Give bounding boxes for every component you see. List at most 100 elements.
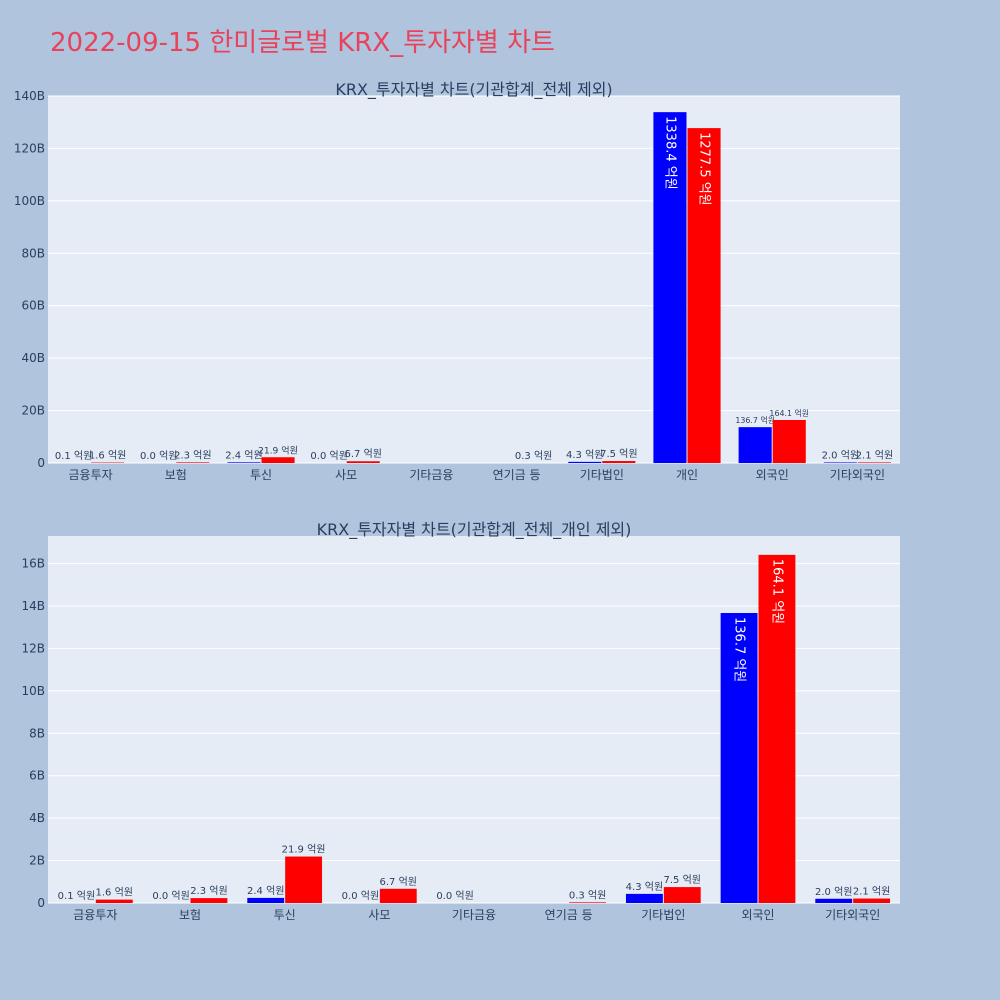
x-tick-label: 보험 <box>165 468 187 482</box>
bar <box>687 128 721 464</box>
bar <box>569 902 607 903</box>
y-tick-label: 0 <box>37 896 45 910</box>
data-label: 0.0 억원 <box>140 450 177 462</box>
plot-area <box>48 536 900 903</box>
data-label: 0.1 억원 <box>55 450 92 462</box>
x-tick-label: 보험 <box>179 908 201 922</box>
data-label: 1.6 억원 <box>96 887 133 899</box>
x-tick-label: 외국인 <box>741 908 774 922</box>
chart-title: KRX_투자자별 차트(기관합계_전체_개인 제외) <box>317 520 632 540</box>
bar <box>758 554 796 903</box>
bar <box>772 419 806 463</box>
x-tick-label: 기타금융 <box>409 468 453 482</box>
y-tick-label: 0 <box>37 456 45 470</box>
chart-title: KRX_투자자별 차트(기관합계_전체 제외) <box>335 80 612 100</box>
bar <box>176 462 210 463</box>
data-label: 2.4 억원 <box>225 449 262 461</box>
data-label: 7.5 억원 <box>664 874 701 886</box>
bar <box>379 888 417 903</box>
data-label: 164.1 억원 <box>769 559 784 624</box>
x-tick-label: 기타법인 <box>641 908 685 922</box>
bar <box>625 893 663 903</box>
data-label: 2.3 억원 <box>190 885 227 897</box>
data-label: 136.7 억원 <box>735 415 775 425</box>
bar <box>738 427 772 463</box>
bar <box>346 461 380 463</box>
data-label: 0.0 억원 <box>436 890 473 902</box>
bar <box>853 898 891 903</box>
data-label: 0.0 억원 <box>310 450 347 462</box>
y-tick-label: 14B <box>21 599 45 613</box>
y-tick-label: 6B <box>29 769 45 783</box>
y-tick-label: 4B <box>29 811 45 825</box>
x-tick-label: 금융투자 <box>73 908 117 922</box>
data-label: 2.0 억원 <box>815 886 852 898</box>
bar <box>720 613 758 903</box>
x-tick-label: 개인 <box>676 468 698 482</box>
y-tick-label: 60B <box>21 299 45 313</box>
data-label: 1338.4 억원 <box>662 116 677 190</box>
data-label: 21.9 억원 <box>282 844 326 856</box>
y-tick-label: 40B <box>21 351 45 365</box>
x-tick-label: 연기금 등 <box>493 468 541 482</box>
y-tick-label: 2B <box>29 854 45 868</box>
y-tick-label: 80B <box>21 246 45 260</box>
data-label: 2.1 억원 <box>856 449 893 461</box>
bar <box>815 898 853 903</box>
x-tick-label: 기타금융 <box>452 908 496 922</box>
chart-1: 0 20B 40B 60B 80B 100B 120B 140B KRX_투자자별 차트(기관합… <box>14 80 900 482</box>
data-label: 136.7 억원 <box>732 617 747 682</box>
bar <box>261 457 295 463</box>
y-tick-label: 8B <box>29 726 45 740</box>
bar <box>227 462 261 463</box>
data-label: 0.1 억원 <box>58 890 95 902</box>
data-label: 2.0 억원 <box>822 449 859 461</box>
data-label: 21.9 억원 <box>258 444 298 456</box>
data-label: 1277.5 억원 <box>697 132 712 206</box>
x-tick-label: 기타외국인 <box>825 908 880 922</box>
data-label: 0.3 억원 <box>515 450 552 462</box>
x-tick-label: 기타외국인 <box>830 468 885 482</box>
data-label: 1.6 억원 <box>89 450 126 462</box>
x-tick-label: 사모 <box>368 908 390 922</box>
y-tick-label: 10B <box>21 684 45 698</box>
bar <box>247 897 285 903</box>
bar <box>190 898 228 903</box>
data-label: 0.3 억원 <box>569 889 606 901</box>
bar <box>823 462 857 463</box>
y-tick-label: 12B <box>21 641 45 655</box>
data-label: 164.1 억원 <box>769 408 809 418</box>
data-label: 4.3 억원 <box>566 449 603 461</box>
y-tick-label: 16B <box>21 557 45 571</box>
bar <box>568 461 602 463</box>
y-tick-label: 140B <box>14 89 45 103</box>
bar <box>95 899 133 903</box>
bar <box>285 856 323 903</box>
x-tick-label: 연기금 등 <box>545 908 593 922</box>
x-tick-label: 금융투자 <box>69 468 113 482</box>
page-title: 2022-09-15 한미글로벌 KRX_투자자별 차트 <box>50 28 555 58</box>
data-label: 4.3 억원 <box>626 881 663 893</box>
bar <box>663 887 701 903</box>
x-tick-label: 외국인 <box>756 468 789 482</box>
x-tick-label: 기타법인 <box>580 468 624 482</box>
data-label: 6.7 억원 <box>380 876 417 888</box>
x-tick-label: 사모 <box>335 468 357 482</box>
data-label: 2.1 억원 <box>853 886 890 898</box>
x-tick-label: 투신 <box>250 468 272 482</box>
y-tick-label: 20B <box>21 404 45 418</box>
y-tick-label: 100B <box>14 194 45 208</box>
y-tick-label: 120B <box>14 141 45 155</box>
data-label: 6.7 억원 <box>344 448 381 460</box>
plot-area <box>48 96 900 463</box>
data-label: 7.5 억원 <box>600 448 637 460</box>
bar <box>857 462 891 463</box>
bar <box>602 461 636 463</box>
bar <box>653 112 687 463</box>
data-label: 0.0 억원 <box>152 890 189 902</box>
chart-2: 0 2B 4B 6B 8B 10B 12B 14B 16B KRX_투자자별 차트(기관합계_전체… <box>21 520 900 922</box>
data-label: 2.4 억원 <box>247 885 284 897</box>
data-label: 2.3 억원 <box>174 449 211 461</box>
